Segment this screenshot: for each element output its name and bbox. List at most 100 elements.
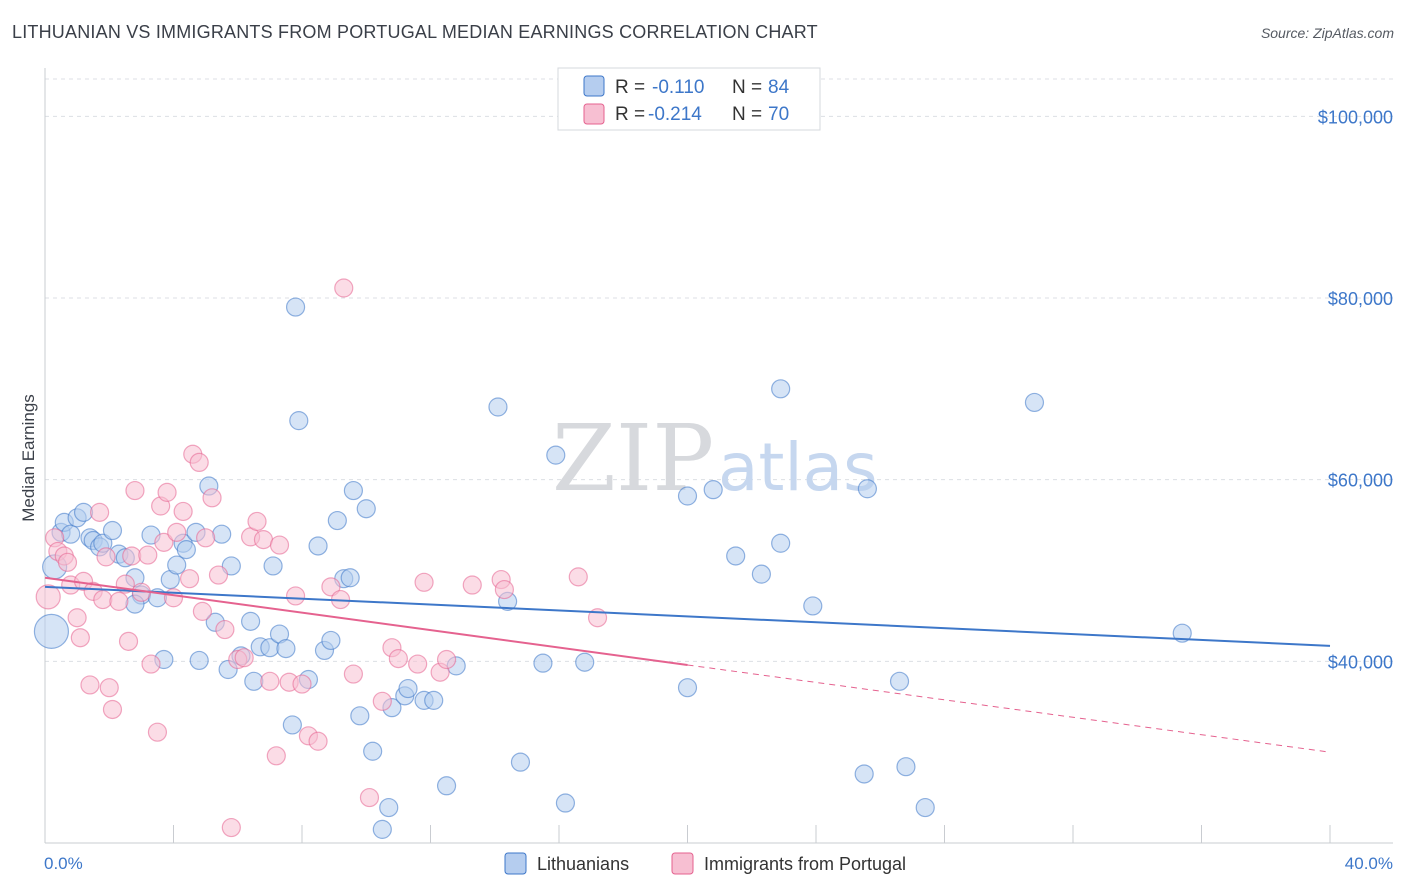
point-lithuanians-0 [33,613,70,649]
point-portugal-23 [141,654,161,674]
point-portugal-36 [202,488,222,508]
watermark-atlas: atlas [718,429,878,506]
point-lithuanians-81 [915,797,935,818]
trend-line-dashed-1 [687,664,1331,753]
point-lithuanians-68 [575,652,595,672]
point-portugal-24 [147,722,168,742]
stats-legend: R = -0.110 N = 84 R = -0.214 N = 70 [557,67,821,131]
point-lithuanians-65 [533,653,553,673]
point-lithuanians-50 [350,706,370,726]
point-portugal-39 [221,817,241,838]
point-lithuanians-46 [327,510,347,531]
point-portugal-14 [99,678,119,698]
y-axis-label: Median Earnings [19,394,38,522]
point-lithuanians-60 [436,776,457,796]
point-lithuanians-70 [677,678,698,698]
point-portugal-4 [57,552,78,572]
point-lithuanians-39 [282,715,302,735]
point-portugal-27 [157,482,177,502]
point-portugal-46 [266,746,286,766]
point-lithuanians-67 [555,793,576,813]
point-portugal-15 [102,699,123,720]
legend-swatch-pink [583,103,605,125]
point-lithuanians-62 [488,397,508,417]
point-portugal-18 [118,631,139,651]
point-portugal-22 [138,545,158,565]
point-portugal-60 [388,649,408,669]
point-portugal-33 [189,452,209,473]
legend-n-value-2: 70 [768,104,789,125]
point-portugal-6 [67,608,87,628]
series-legend: Lithuanians Immigrants from Portugal [504,852,906,875]
legend-r-label-1: R = [615,77,645,98]
point-lithuanians-83 [1172,623,1192,643]
point-portugal-64 [436,649,457,670]
point-lithuanians-4 [61,524,81,544]
point-portugal-29 [167,522,187,542]
point-portugal-38 [215,619,235,640]
legend-r-value-1: -0.110 [652,77,704,98]
point-portugal-50 [292,674,312,694]
point-portugal-13 [96,547,116,567]
legend-n-label-1: N = [732,77,762,98]
series-lithuanians [33,297,1192,839]
point-lithuanians-40 [285,297,306,317]
point-portugal-11 [90,502,110,522]
point-lithuanians-54 [379,797,399,818]
trend-lines [44,576,1331,753]
legend-n-label-2: N = [732,104,762,125]
legend-r-value-2: -0.214 [648,104,702,125]
point-portugal-47 [269,535,290,555]
point-lithuanians-21 [167,555,187,575]
point-portugal-9 [80,675,100,695]
point-lithuanians-33 [244,671,264,691]
point-portugal-62 [414,572,434,592]
point-portugal-52 [308,731,328,751]
point-portugal-61 [408,654,428,674]
x-tick-label-max: 40.0% [1345,854,1393,873]
point-lithuanians-59 [424,690,444,710]
y-tick-labels: $40,000 $60,000 $80,000 $100,000 [1318,107,1393,672]
x-tick-label-min: 0.0% [44,854,83,873]
grid-lines [45,78,1393,662]
point-portugal-7 [70,628,90,648]
point-lithuanians-82 [1024,392,1045,413]
bottom-legend-lithuanians: Lithuanians [537,854,629,874]
point-lithuanians-43 [308,536,328,556]
point-lithuanians-74 [771,379,791,399]
point-portugal-26 [154,532,174,552]
point-portugal-43 [247,511,267,532]
point-portugal-68 [568,567,588,587]
point-lithuanians-45 [321,630,341,651]
point-portugal-37 [208,565,229,585]
legend-swatch-blue [583,75,605,97]
y-tick-label-3: $100,000 [1318,107,1393,127]
bottom-legend-swatch-lithuanians [504,852,527,875]
axes [44,68,1393,844]
point-portugal-34 [192,601,213,621]
point-lithuanians-76 [803,596,823,616]
chart-source: Source: ZipAtlas.com [1260,25,1394,41]
point-portugal-57 [359,787,380,808]
point-lithuanians-72 [726,546,746,566]
point-portugal-44 [253,530,274,550]
point-lithuanians-73 [751,564,771,584]
point-portugal-20 [125,480,145,501]
point-portugal-41 [234,648,254,668]
point-lithuanians-71 [703,480,723,500]
point-lithuanians-32 [241,611,261,631]
point-portugal-53 [321,577,341,597]
point-portugal-19 [122,546,142,566]
point-lithuanians-53 [372,819,392,839]
point-lithuanians-36 [263,556,283,576]
point-portugal-16 [109,591,129,611]
point-portugal-28 [163,588,184,608]
point-portugal-12 [93,589,113,610]
trend-line-solid-1 [44,576,688,666]
trend-line-solid-0 [44,585,1331,647]
point-portugal-67 [494,579,514,600]
point-portugal-31 [179,569,200,589]
point-lithuanians-11 [102,520,123,541]
point-portugal-55 [334,278,354,298]
